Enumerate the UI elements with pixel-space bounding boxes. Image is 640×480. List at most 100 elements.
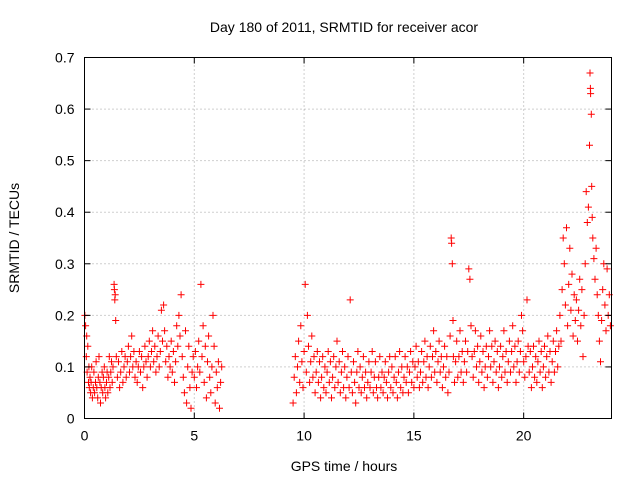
data-point	[178, 353, 186, 361]
data-point	[179, 373, 187, 381]
data-point	[578, 286, 586, 294]
x-tick-label: 20	[516, 428, 532, 444]
data-point	[335, 358, 343, 366]
data-point	[480, 384, 488, 392]
data-point	[184, 363, 192, 371]
data-point	[427, 373, 435, 381]
data-point	[417, 368, 424, 376]
data-point	[526, 348, 534, 355]
data-point	[520, 358, 528, 366]
data-point	[606, 322, 614, 330]
data-point	[584, 203, 592, 211]
data-point	[298, 358, 306, 366]
data-point	[412, 342, 420, 350]
data-point	[201, 342, 209, 350]
data-point	[143, 373, 151, 381]
data-point	[468, 353, 476, 361]
data-point	[168, 368, 176, 376]
data-point	[160, 301, 168, 309]
data-point	[467, 322, 475, 330]
data-point	[505, 337, 513, 345]
data-point	[166, 363, 174, 371]
data-point	[387, 384, 395, 392]
data-point	[112, 353, 120, 361]
data-point	[113, 373, 121, 381]
data-point	[486, 327, 494, 335]
data-point	[443, 353, 451, 361]
data-point	[519, 327, 527, 335]
data-point	[426, 342, 434, 350]
data-point	[522, 353, 530, 361]
data-point	[429, 353, 436, 361]
data-point	[107, 368, 115, 376]
data-point	[183, 399, 191, 407]
data-point	[371, 358, 379, 366]
data-point	[92, 358, 100, 366]
data-point	[380, 373, 388, 381]
data-point	[86, 373, 94, 381]
data-point	[216, 404, 223, 412]
data-point	[575, 306, 583, 314]
data-point	[159, 337, 166, 345]
data-point	[348, 389, 356, 397]
data-point	[145, 337, 153, 345]
data-point	[151, 342, 159, 350]
data-point	[594, 311, 602, 319]
data-point	[558, 286, 566, 294]
data-point	[419, 378, 427, 386]
data-point	[603, 265, 611, 273]
data-point	[200, 378, 208, 386]
data-point	[462, 337, 469, 345]
data-point	[531, 373, 539, 381]
data-point	[568, 270, 576, 278]
data-point	[308, 332, 316, 340]
data-point	[598, 317, 606, 324]
data-point	[366, 384, 374, 392]
data-point	[212, 368, 220, 376]
data-point	[157, 306, 165, 314]
data-point	[128, 332, 136, 340]
data-point	[290, 373, 298, 381]
data-point	[550, 368, 558, 376]
data-point	[491, 337, 499, 345]
data-point	[388, 363, 396, 371]
y-tick-label: 0.5	[55, 153, 75, 169]
data-point	[176, 332, 184, 340]
data-point	[466, 275, 474, 283]
data-point	[163, 342, 171, 350]
data-point	[300, 348, 308, 355]
data-point	[389, 389, 397, 397]
data-point	[560, 260, 568, 268]
data-point	[456, 327, 464, 335]
data-point	[407, 348, 415, 355]
data-point	[485, 353, 492, 361]
data-point	[172, 358, 180, 366]
data-point	[433, 378, 441, 386]
data-point	[553, 327, 561, 335]
data-point	[322, 389, 330, 397]
data-point	[535, 337, 543, 345]
data-point	[343, 373, 351, 381]
data-point	[190, 373, 198, 381]
data-point	[587, 90, 595, 98]
data-point	[307, 358, 315, 366]
data-point	[421, 337, 429, 345]
x-tick-label: 5	[190, 428, 198, 444]
data-point	[132, 358, 140, 366]
data-point	[564, 322, 572, 330]
data-point	[210, 342, 218, 350]
data-point	[218, 363, 226, 371]
data-point	[444, 389, 452, 397]
data-point	[509, 322, 517, 330]
data-point	[363, 394, 371, 402]
data-point	[140, 363, 148, 371]
data-point	[464, 348, 472, 355]
data-point	[294, 363, 301, 371]
data-point	[563, 224, 570, 232]
data-point	[500, 327, 508, 335]
data-point	[583, 219, 591, 226]
data-point	[511, 342, 519, 350]
data-point	[149, 327, 157, 335]
data-point	[189, 353, 197, 361]
data-point	[325, 378, 333, 386]
